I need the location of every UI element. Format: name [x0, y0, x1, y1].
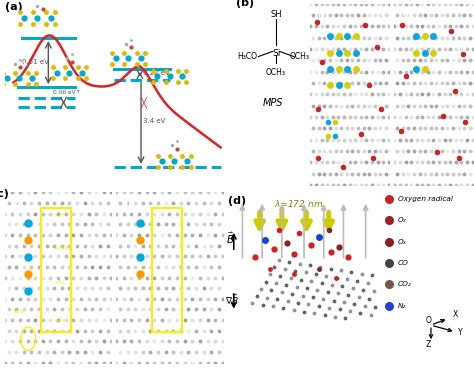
Text: OCH₃: OCH₃ — [266, 68, 286, 77]
Text: ←1s: ←1s — [55, 280, 66, 285]
Text: 3.4 eV: 3.4 eV — [143, 118, 165, 124]
Text: ╳: ╳ — [140, 97, 146, 108]
Text: (c): (c) — [0, 189, 9, 199]
Text: Z: Z — [426, 340, 431, 349]
Bar — [41, 208, 71, 332]
Text: X: X — [453, 310, 458, 319]
Text: O₃: O₃ — [398, 239, 406, 245]
Text: Ssite: Ssite — [12, 309, 25, 314]
Text: 0.22 eV: 0.22 eV — [143, 70, 170, 76]
Text: OCH₃: OCH₃ — [290, 52, 310, 61]
Text: ←2s: ←2s — [55, 317, 66, 323]
Text: CO: CO — [398, 260, 409, 266]
Text: ←2s: ←2s — [55, 212, 66, 217]
Text: O₂: O₂ — [398, 218, 406, 223]
Text: 0.51 eV: 0.51 eV — [22, 60, 49, 65]
Text: ←Ssite: ←Ssite — [55, 246, 72, 251]
Text: CO₂: CO₂ — [398, 281, 411, 287]
Text: 0.06 eV↑: 0.06 eV↑ — [53, 90, 80, 95]
Text: (ii): (ii) — [398, 11, 413, 20]
Text: (ii): (ii) — [121, 199, 136, 208]
Text: Y: Y — [458, 328, 463, 337]
Text: SH: SH — [270, 10, 282, 19]
Text: (b): (b) — [236, 0, 254, 7]
Text: $\lambda$=172 nm: $\lambda$=172 nm — [274, 198, 324, 209]
Text: (a): (a) — [5, 2, 22, 12]
Text: N₂: N₂ — [398, 303, 406, 309]
Text: Oxygen radical: Oxygen radical — [398, 196, 453, 202]
Text: (i): (i) — [314, 11, 326, 20]
Text: $\nabla\vec{B}$: $\nabla\vec{B}$ — [226, 293, 239, 307]
Text: (d): (d) — [228, 196, 246, 206]
Text: $\vec{B}$: $\vec{B}$ — [227, 231, 235, 246]
Text: MPS: MPS — [262, 98, 283, 108]
Text: O: O — [426, 316, 431, 326]
Bar — [152, 208, 182, 332]
Text: Si: Si — [272, 49, 280, 58]
Text: (i): (i) — [10, 199, 21, 208]
Text: H₃CO: H₃CO — [237, 52, 258, 61]
